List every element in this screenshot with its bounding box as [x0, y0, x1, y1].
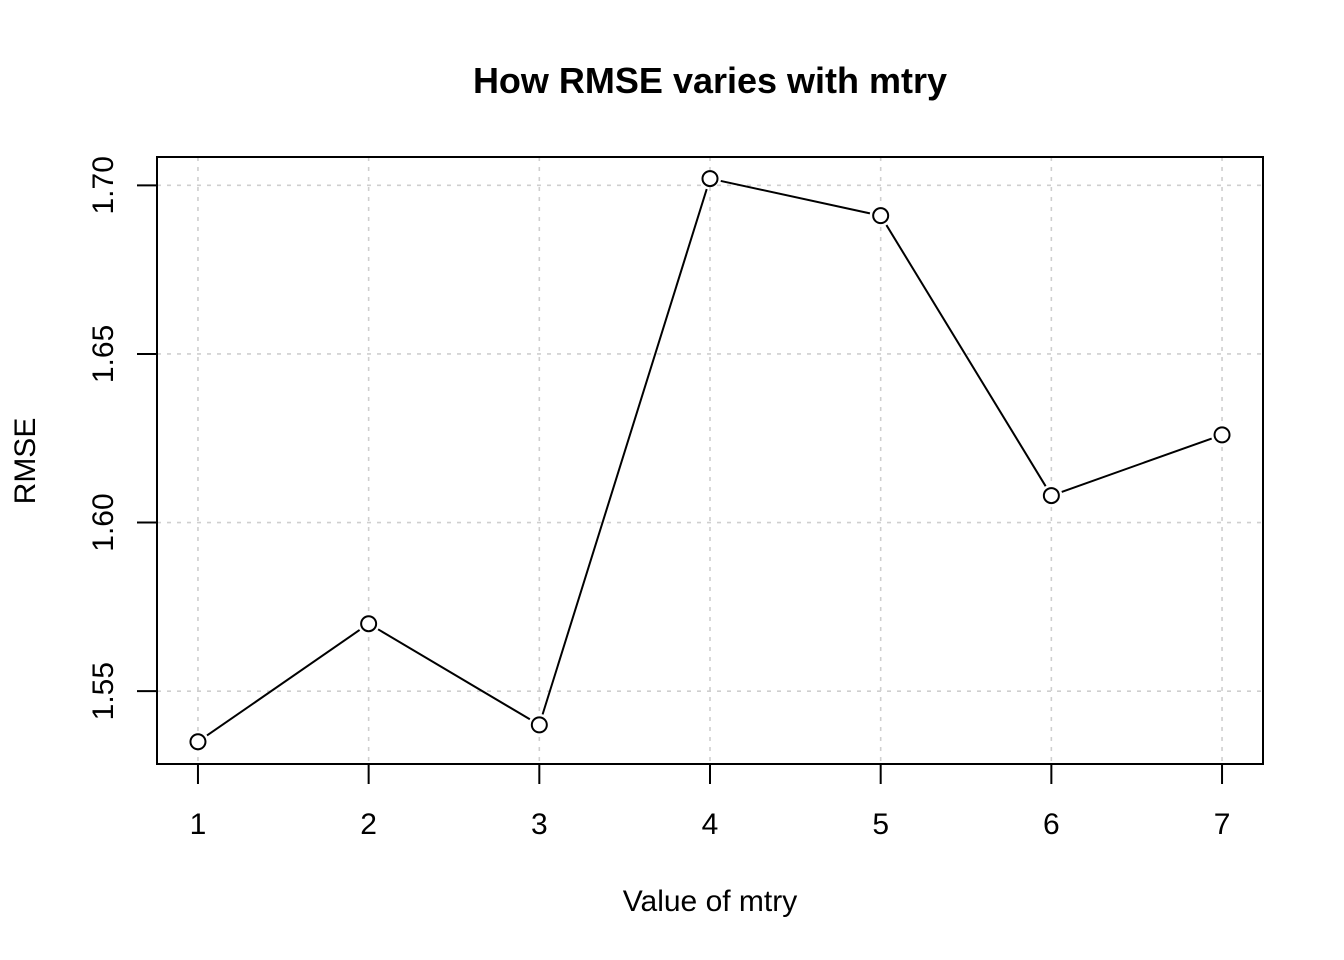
- series-points: [189, 170, 1231, 751]
- series-segment: [885, 224, 1047, 487]
- x-tick-label: 3: [531, 808, 548, 841]
- series-segment: [206, 629, 361, 737]
- series-segment: [541, 188, 708, 715]
- x-tick-label: 6: [1043, 808, 1060, 841]
- y-axis: 1.55 1.60 1.65 1.70: [87, 156, 157, 720]
- data-point: [360, 615, 378, 633]
- data-point: [701, 170, 719, 188]
- data-point: [1042, 487, 1060, 505]
- y-axis-label: RMSE: [9, 418, 42, 505]
- x-axis-label: Value of mtry: [623, 885, 798, 918]
- series-segment: [1061, 437, 1213, 493]
- y-tick-label: 1.60: [87, 493, 120, 551]
- x-tick-label: 7: [1214, 808, 1231, 841]
- x-tick-label: 4: [702, 808, 719, 841]
- chart-title: How RMSE varies with mtry: [473, 60, 947, 101]
- data-point: [872, 207, 890, 225]
- y-tick-label: 1.55: [87, 662, 120, 720]
- y-tick-label: 1.70: [87, 156, 120, 214]
- x-tick-label: 1: [190, 808, 207, 841]
- data-point: [1213, 426, 1231, 444]
- data-point: [189, 733, 207, 751]
- series-segment: [720, 179, 871, 215]
- x-axis: 1 2 3 4 5 6 7: [190, 764, 1231, 841]
- x-tick-label: 2: [360, 808, 377, 841]
- grid: [157, 157, 1263, 764]
- y-tick-label: 1.65: [87, 325, 120, 383]
- x-tick-label: 5: [872, 808, 889, 841]
- data-point: [530, 716, 548, 734]
- series-segment: [377, 628, 531, 721]
- series-line: [206, 179, 1213, 737]
